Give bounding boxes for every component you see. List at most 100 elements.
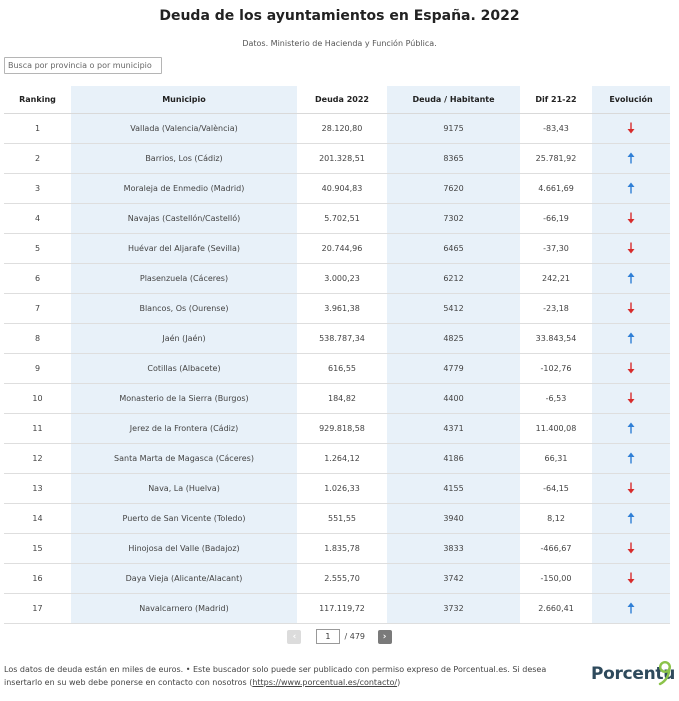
cell-ranking: 8: [4, 323, 71, 354]
cell-dif: 242,21: [520, 263, 592, 294]
cell-deuda: 538.787,34: [297, 323, 387, 354]
arrow-up-icon: [627, 332, 635, 344]
cell-dif: -6,53: [520, 383, 592, 414]
cell-dif: -64,15: [520, 473, 592, 504]
table-row: 13 Nava, La (Huelva) 1.026,33 4155 -64,15: [4, 473, 670, 504]
table-row: 9 Cotillas (Albacete) 616,55 4779 -102,76: [4, 353, 670, 384]
cell-municipio: Santa Marta de Magasca (Cáceres): [71, 443, 297, 474]
cell-municipio: Navalcarnero (Madrid): [71, 593, 297, 624]
cell-deuda-habitante: 4825: [387, 323, 520, 354]
cell-evolucion: [592, 563, 670, 594]
cell-deuda: 5.702,51: [297, 203, 387, 234]
cell-deuda-habitante: 3732: [387, 593, 520, 624]
cell-municipio: Barrios, Los (Cádiz): [71, 143, 297, 174]
cell-deuda-habitante: 3833: [387, 533, 520, 564]
arrow-up-icon: [627, 602, 635, 614]
cell-dif: -66,19: [520, 203, 592, 234]
footer-suffix: ): [397, 677, 401, 687]
contact-link[interactable]: https://www.porcentual.es/contacto/: [252, 677, 398, 687]
arrow-down-icon: [627, 122, 635, 134]
page-subtitle: Datos. Ministerio de Hacienda y Función …: [242, 39, 437, 48]
arrow-up-icon: [627, 272, 635, 284]
header-ranking[interactable]: Ranking: [4, 86, 71, 114]
cell-deuda: 929.818,58: [297, 413, 387, 444]
cell-deuda-habitante: 4155: [387, 473, 520, 504]
cell-dif: -150,00: [520, 563, 592, 594]
cell-deuda-habitante: 5412: [387, 293, 520, 324]
table-row: 7 Blancos, Os (Ourense) 3.961,38 5412 -23,18: [4, 293, 670, 324]
cell-deuda: 1.026,33: [297, 473, 387, 504]
cell-deuda-habitante: 3940: [387, 503, 520, 534]
cell-deuda-habitante: 4400: [387, 383, 520, 414]
cell-deuda: 117.119,72: [297, 593, 387, 624]
cell-evolucion: [592, 413, 670, 444]
cell-dif: -102,76: [520, 353, 592, 384]
logo-text: Porcentu: [591, 664, 676, 684]
cell-deuda-habitante: 4779: [387, 353, 520, 384]
cell-evolucion: [592, 383, 670, 414]
debt-table: Ranking Municipio Deuda 2022 Deuda / Hab…: [4, 86, 670, 624]
table-row: 11 Jerez de la Frontera (Cádiz) 929.818,58…: [4, 413, 670, 444]
footer-text: Los datos de deuda están en miles de eur…: [4, 665, 547, 687]
cell-deuda: 20.744,96: [297, 233, 387, 264]
cell-deuda: 1.264,12: [297, 443, 387, 474]
cell-evolucion: [592, 323, 670, 354]
arrow-down-icon: [627, 482, 635, 494]
cell-evolucion: [592, 533, 670, 564]
cell-evolucion: [592, 353, 670, 384]
cell-evolucion: [592, 503, 670, 534]
cell-ranking: 6: [4, 263, 71, 294]
search-input[interactable]: [4, 57, 162, 74]
cell-deuda: 201.328,51: [297, 143, 387, 174]
arrow-down-icon: [627, 362, 635, 374]
prev-page-button[interactable]: ‹: [287, 629, 302, 644]
table-row: 4 Navajas (Castellón/Castelló) 5.702,51 730…: [4, 203, 670, 234]
cell-deuda-habitante: 3742: [387, 563, 520, 594]
cell-ranking: 2: [4, 143, 71, 174]
cell-dif: 8,12: [520, 503, 592, 534]
header-deuda[interactable]: Deuda 2022: [297, 86, 387, 114]
arrow-up-icon: [627, 182, 635, 194]
cell-deuda-habitante: 8365: [387, 143, 520, 174]
cell-dif: 33.843,54: [520, 323, 592, 354]
table-row: 17 Navalcarnero (Madrid) 117.119,72 3732 2.6…: [4, 593, 670, 624]
cell-ranking: 16: [4, 563, 71, 594]
cell-municipio: Huévar del Aljarafe (Sevilla): [71, 233, 297, 264]
cell-municipio: Monasterio de la Sierra (Burgos): [71, 383, 297, 414]
cell-evolucion: [592, 233, 670, 264]
header-municipio[interactable]: Municipio: [71, 86, 297, 114]
cell-ranking: 13: [4, 473, 71, 504]
cell-dif: -37,30: [520, 233, 592, 264]
header-evolucion[interactable]: Evolución: [592, 86, 670, 114]
cell-dif: -23,18: [520, 293, 592, 324]
cell-ranking: 14: [4, 503, 71, 534]
table-row: 5 Huévar del Aljarafe (Sevilla) 20.744,96 6…: [4, 233, 670, 264]
cell-deuda-habitante: 9175: [387, 113, 520, 144]
next-page-button[interactable]: ›: [377, 629, 392, 644]
arrow-down-icon: [627, 212, 635, 224]
cell-dif: 11.400,08: [520, 413, 592, 444]
cell-ranking: 12: [4, 443, 71, 474]
cell-municipio: Blancos, Os (Ourense): [71, 293, 297, 324]
cell-evolucion: [592, 593, 670, 624]
cell-ranking: 10: [4, 383, 71, 414]
table-row: 6 Plasenzuela (Cáceres) 3.000,23 6212 242,21: [4, 263, 670, 294]
footer-note: Los datos de deuda están en miles de eur…: [4, 664, 586, 689]
header-dif[interactable]: Dif 21-22: [520, 86, 592, 114]
page-total: / 479: [344, 632, 366, 641]
cell-evolucion: [592, 443, 670, 474]
cell-ranking: 3: [4, 173, 71, 204]
arrow-down-icon: [627, 572, 635, 584]
table-row: 15 Hinojosa del Valle (Badajoz) 1.835,78 38…: [4, 533, 670, 564]
cell-deuda: 551,55: [297, 503, 387, 534]
page-number-input[interactable]: [315, 629, 340, 644]
cell-ranking: 5: [4, 233, 71, 264]
cell-deuda: 40.904,83: [297, 173, 387, 204]
header-deuda-habitante[interactable]: Deuda / Habitante: [387, 86, 520, 114]
logo-percent-mark-icon: [658, 660, 672, 686]
table-row: 8 Jaén (Jaén) 538.787,34 4825 33.843,54: [4, 323, 670, 354]
cell-deuda: 3.961,38: [297, 293, 387, 324]
cell-municipio: Vallada (Valencia/València): [71, 113, 297, 144]
cell-deuda-habitante: 6212: [387, 263, 520, 294]
porcentual-logo[interactable]: Porcentu: [591, 660, 676, 690]
